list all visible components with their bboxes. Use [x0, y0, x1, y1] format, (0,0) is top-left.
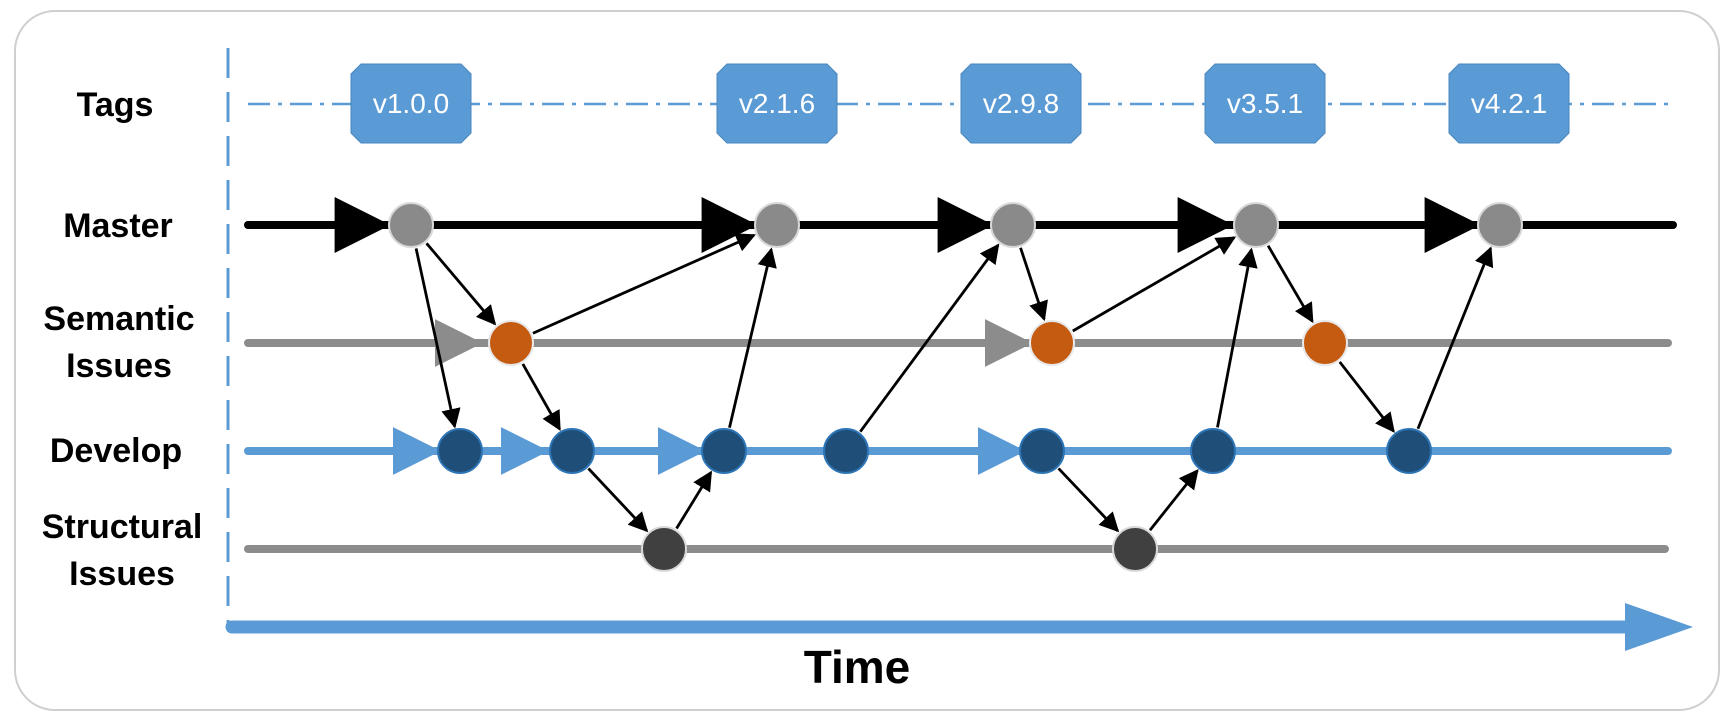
- edge-d4-m3: [859, 243, 1000, 433]
- semantic-commit-node: [1029, 320, 1075, 366]
- lane-label-structural-line2: Issues: [69, 555, 175, 593]
- edge-m1-d1: [414, 248, 461, 429]
- lane-label-semantic-line2: Issues: [66, 347, 172, 385]
- edge-d3-m2: [728, 247, 777, 428]
- master-commit-node: [1477, 202, 1523, 248]
- tag-v3: v2.9.8: [960, 63, 1082, 144]
- diagram-frame: [14, 10, 1720, 711]
- edge-m3-s2: [1019, 247, 1048, 322]
- lane-label-master: Master: [63, 207, 173, 245]
- develop-commit-node: [1190, 428, 1236, 474]
- develop-commit-node: [823, 428, 869, 474]
- master-commit-node: [1233, 202, 1279, 248]
- master-commit-node: [990, 202, 1036, 248]
- develop-commit-node: [1386, 428, 1432, 474]
- edge-d6-m4: [1216, 247, 1258, 428]
- master-commit-node: [388, 202, 434, 248]
- semantic-commit-node: [1302, 320, 1348, 366]
- tag-box: [350, 63, 472, 144]
- tag-label: v3.5.1: [1227, 88, 1303, 119]
- tag-label: v1.0.0: [373, 88, 449, 119]
- edge-s3-d7: [1338, 361, 1395, 433]
- tag-v5: v4.2.1: [1448, 63, 1570, 144]
- develop-commit-node: [549, 428, 595, 474]
- master-commit-node: [754, 202, 800, 248]
- tag-label: v2.9.8: [983, 88, 1059, 119]
- edge-s2-m4: [1072, 236, 1237, 333]
- time-axis-label: Time: [804, 641, 911, 693]
- tag-box: [1448, 63, 1570, 144]
- commit-arrows: [414, 233, 1494, 533]
- edge-x2-d6: [1148, 469, 1199, 532]
- edge-s1-m2: [532, 233, 756, 335]
- edge-x1-d3: [675, 470, 713, 530]
- tag-box: [960, 63, 1082, 144]
- tag-label: v2.1.6: [739, 88, 815, 119]
- tag-box: [716, 63, 838, 144]
- edge-d2-x1: [587, 467, 649, 533]
- tag-v1: v1.0.0: [350, 63, 472, 144]
- tag-label: v4.2.1: [1471, 88, 1547, 119]
- develop-commit-node: [701, 428, 747, 474]
- tag-v2: v2.1.6: [716, 63, 838, 144]
- lane-label-structural-line1: Structural: [42, 508, 203, 546]
- semantic-commit-node: [488, 320, 534, 366]
- lane-label-semantic-line1: Semantic: [43, 300, 194, 338]
- time-axis-arrowhead: [1625, 603, 1693, 651]
- commit-nodes: [388, 202, 1523, 572]
- structural-commit-node: [641, 526, 687, 572]
- tag-v4: v3.5.1: [1204, 63, 1326, 144]
- tag-box: [1204, 63, 1326, 144]
- develop-commit-node: [437, 428, 483, 474]
- edge-m4-s3: [1266, 245, 1314, 324]
- lane-label-develop: Develop: [50, 432, 182, 470]
- develop-commit-node: [1019, 428, 1065, 474]
- structural-commit-node: [1112, 526, 1158, 572]
- edge-d7-m5: [1416, 246, 1494, 430]
- edge-d5-x2: [1057, 467, 1120, 533]
- lane-label-tags: Tags: [77, 86, 154, 124]
- edge-m1-s1: [425, 242, 497, 326]
- edge-s1-d2: [521, 363, 561, 431]
